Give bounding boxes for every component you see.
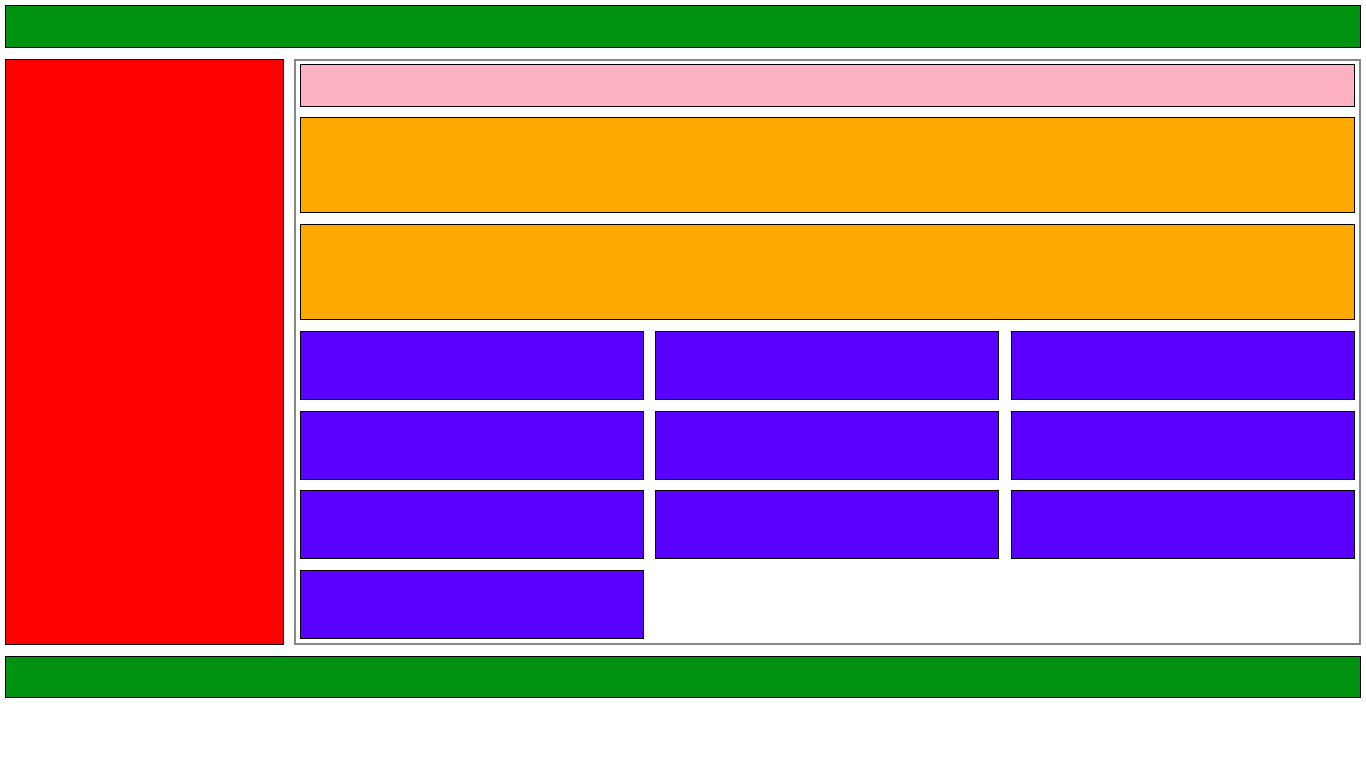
toolbar [300,64,1355,107]
footer-bar [5,656,1361,698]
card-5[interactable] [655,411,999,480]
card-4[interactable] [300,411,644,480]
header-bar [5,5,1361,48]
card-1[interactable] [300,331,644,400]
card-9[interactable] [1011,490,1355,559]
card-8[interactable] [655,490,999,559]
card-7[interactable] [300,490,644,559]
card-2[interactable] [655,331,999,400]
banner-1 [300,117,1355,213]
card-3[interactable] [1011,331,1355,400]
card-10[interactable] [300,570,644,639]
card-6[interactable] [1011,411,1355,480]
sidebar [5,59,284,645]
banner-2 [300,224,1355,320]
main-content [294,59,1361,645]
